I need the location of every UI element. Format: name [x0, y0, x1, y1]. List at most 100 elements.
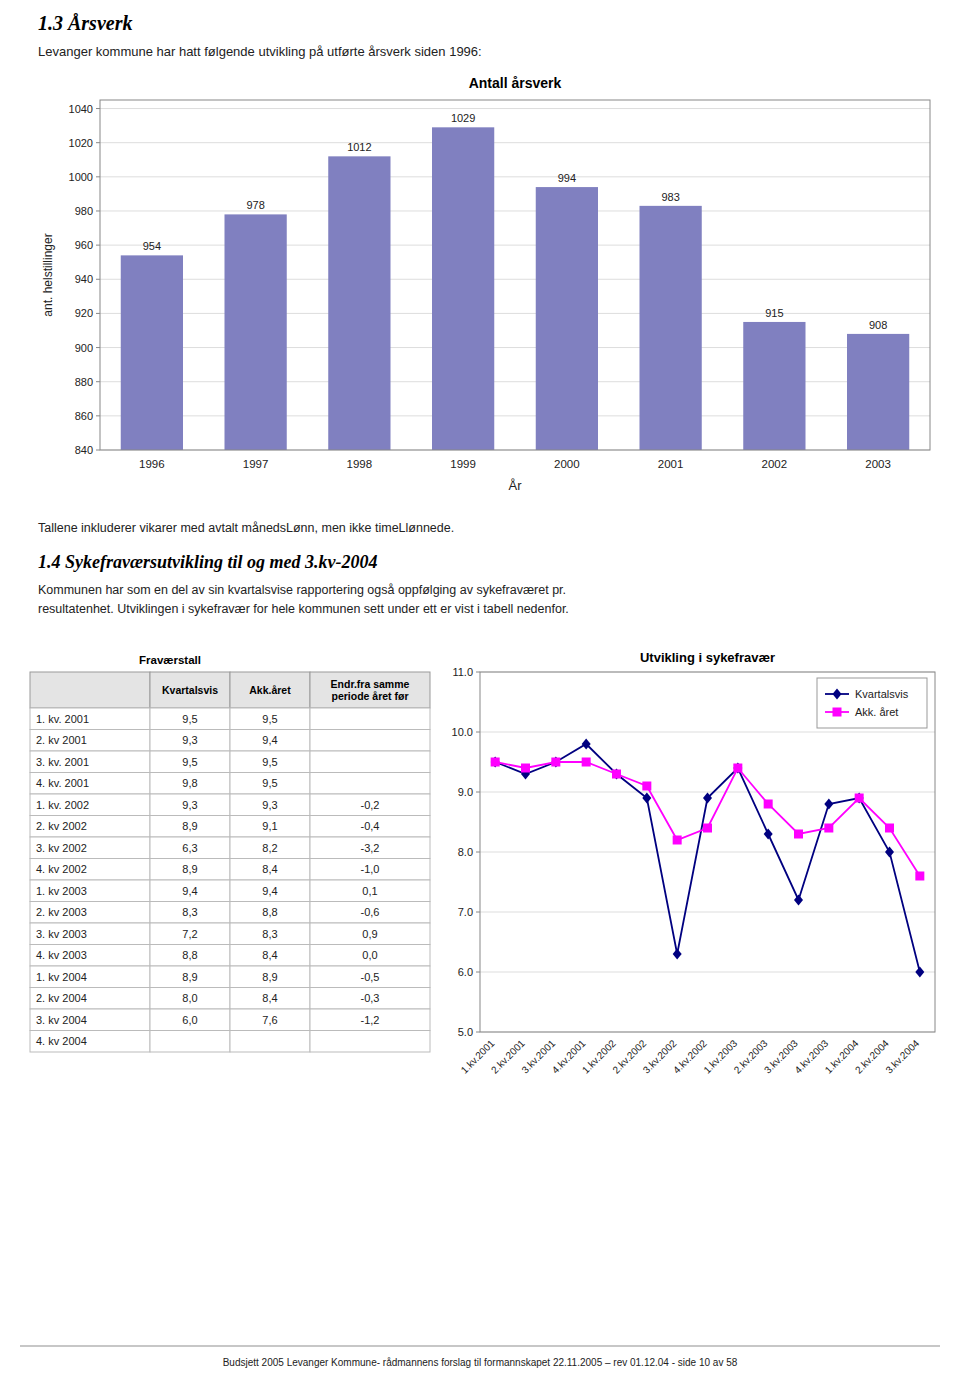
table-cell	[230, 966, 310, 988]
table-text: 9,4	[262, 885, 277, 897]
tick-label: 5.0	[458, 1026, 473, 1038]
marker	[733, 763, 742, 774]
table-header: Akk.året	[249, 684, 291, 696]
table-cell	[230, 773, 310, 795]
table-cell	[150, 859, 230, 881]
table-text: 9,5	[262, 756, 277, 768]
table-cell	[150, 837, 230, 859]
table-cell	[30, 1009, 150, 1031]
tick-label: 2000	[554, 458, 580, 470]
table-cell	[230, 880, 310, 902]
bar	[432, 127, 494, 450]
table-cell	[230, 816, 310, 838]
data-label: 1012	[347, 141, 371, 153]
table-cell	[310, 1031, 430, 1053]
table-cell	[30, 923, 150, 945]
table-header-cell	[230, 672, 310, 708]
tick-label: 1020	[69, 137, 93, 149]
tick-label: 860	[75, 410, 93, 422]
tick-label: 880	[75, 376, 93, 388]
table-text: 9,8	[182, 777, 197, 789]
table-cell	[310, 773, 430, 795]
text-line: Endr.fra samme	[331, 678, 410, 690]
grid-line	[480, 852, 935, 853]
table-text: -0,5	[361, 971, 380, 983]
table-text: 8,4	[262, 949, 277, 961]
data-label: 994	[558, 172, 576, 184]
marker	[855, 793, 864, 804]
tick-label: 980	[75, 205, 93, 217]
tick-label: 840	[75, 444, 93, 456]
table-text: 8,9	[182, 971, 197, 983]
table-cell	[30, 1031, 150, 1053]
tick-mark	[476, 852, 480, 853]
legend: KvartalsvisAkk. året	[817, 678, 927, 728]
table-text: 1. kv. 2001	[36, 713, 89, 725]
marker	[855, 794, 864, 803]
table-text: 8,4	[262, 992, 277, 1004]
table-text: 8,3	[182, 906, 197, 918]
tick-mark	[96, 347, 100, 348]
table-text: 9,3	[182, 799, 197, 811]
table-cell	[310, 730, 430, 752]
table-text: 6,3	[182, 842, 197, 854]
table-cell	[30, 730, 150, 752]
tick-label: 3.kv.2004	[883, 1037, 921, 1075]
table-text: 4. kv 2004	[36, 1035, 87, 1047]
table-text: 4. kv. 2001	[36, 777, 89, 789]
footer: Budsjett 2005 Levanger Kommune- rådmanne…	[223, 1357, 738, 1368]
bar	[743, 322, 805, 450]
tick-label: 1998	[347, 458, 373, 470]
table-text: 8,8	[182, 949, 197, 961]
table-cell	[30, 708, 150, 730]
table-text: -1,0	[361, 863, 380, 875]
tick-mark	[96, 108, 100, 109]
bar	[225, 214, 287, 450]
table-cell	[150, 794, 230, 816]
table-text: 8,9	[182, 863, 197, 875]
marker	[582, 739, 591, 750]
table-text: 0,0	[362, 949, 377, 961]
marker	[642, 782, 651, 791]
tick-label: 940	[75, 273, 93, 285]
table-text: -0,3	[361, 992, 380, 1004]
marker	[673, 836, 682, 845]
bar-chart: Antall årsverk84086088090092094096098010…	[41, 75, 930, 493]
table-cell	[150, 1009, 230, 1031]
grid-line	[480, 972, 935, 973]
bar	[121, 255, 183, 450]
tick-label: 920	[75, 307, 93, 319]
table-text: 3. kv 2002	[36, 842, 87, 854]
table-cell	[30, 966, 150, 988]
data-label: 1029	[451, 112, 475, 124]
table-text: 9,5	[182, 756, 197, 768]
table-text: 9,4	[262, 734, 277, 746]
tick-mark	[96, 176, 100, 177]
table-text: 9,3	[182, 734, 197, 746]
tick-label: 1040	[69, 103, 93, 115]
section-text: Kommunen har som en del av sin kvartalsv…	[38, 583, 566, 597]
table-cell	[230, 988, 310, 1010]
data-label: 915	[765, 307, 783, 319]
line	[495, 762, 920, 876]
marker	[824, 824, 833, 833]
marker	[915, 872, 924, 881]
table-cell	[310, 988, 430, 1010]
table-header-cell	[30, 672, 150, 708]
table-cell	[150, 923, 230, 945]
grid-line	[100, 176, 930, 177]
line	[495, 744, 920, 972]
section-text: resultatenhet. Utviklingen i sykefravær …	[38, 602, 569, 616]
tick-label: 2001	[658, 458, 684, 470]
grid-line	[480, 912, 935, 913]
table-cell	[150, 730, 230, 752]
line-chart: Utvikling i sykefravær5.06.07.08.09.010.…	[452, 650, 935, 1076]
tick-label: 1000	[69, 171, 93, 183]
table-cell	[310, 816, 430, 838]
table-group-label: Fraværstall	[139, 654, 201, 666]
chart-title: Antall årsverk	[469, 75, 562, 91]
tick-mark	[96, 279, 100, 280]
table-cell	[310, 945, 430, 967]
table-header: Endr.fra sammeperiode året før	[331, 678, 410, 702]
axis-label: År	[509, 478, 523, 493]
